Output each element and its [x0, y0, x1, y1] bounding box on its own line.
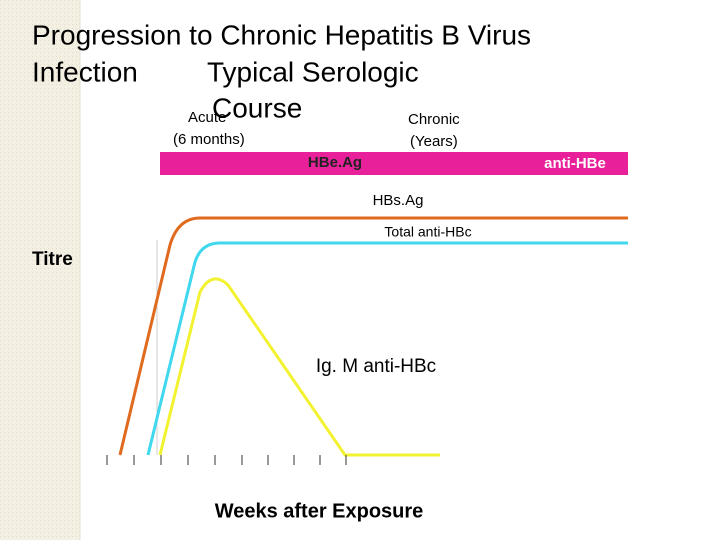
total-anti-hbc-curve	[146, 241, 628, 456]
title-line: Infection	[32, 56, 138, 87]
bar-label: HBe.Ag	[308, 154, 362, 171]
curve-label: HBs.Ag	[373, 192, 424, 209]
phase-label: Chronic	[408, 111, 460, 128]
title-line: Typical Serologic	[207, 56, 419, 87]
curve-label: Ig. M anti-HBc	[316, 356, 436, 377]
igm-anti-hbc-curve	[158, 277, 440, 457]
hbsag-curve	[118, 216, 628, 456]
title-line: Progression to Chronic Hepatitis B Virus	[32, 19, 531, 50]
phase-duration: (6 months)	[173, 131, 245, 148]
side-texture	[0, 0, 80, 540]
curve-label: Total anti-HBc	[384, 224, 471, 240]
x-ticks	[106, 455, 347, 465]
title-line: Course	[212, 92, 302, 123]
hbeag-bar	[160, 152, 628, 175]
phase-label: Acute	[188, 109, 226, 126]
x-axis-label: Weeks after Exposure	[215, 500, 424, 522]
bar-label: anti-HBe	[544, 155, 606, 172]
phase-duration: (Years)	[410, 133, 458, 150]
y-axis-label: Titre	[32, 249, 73, 270]
